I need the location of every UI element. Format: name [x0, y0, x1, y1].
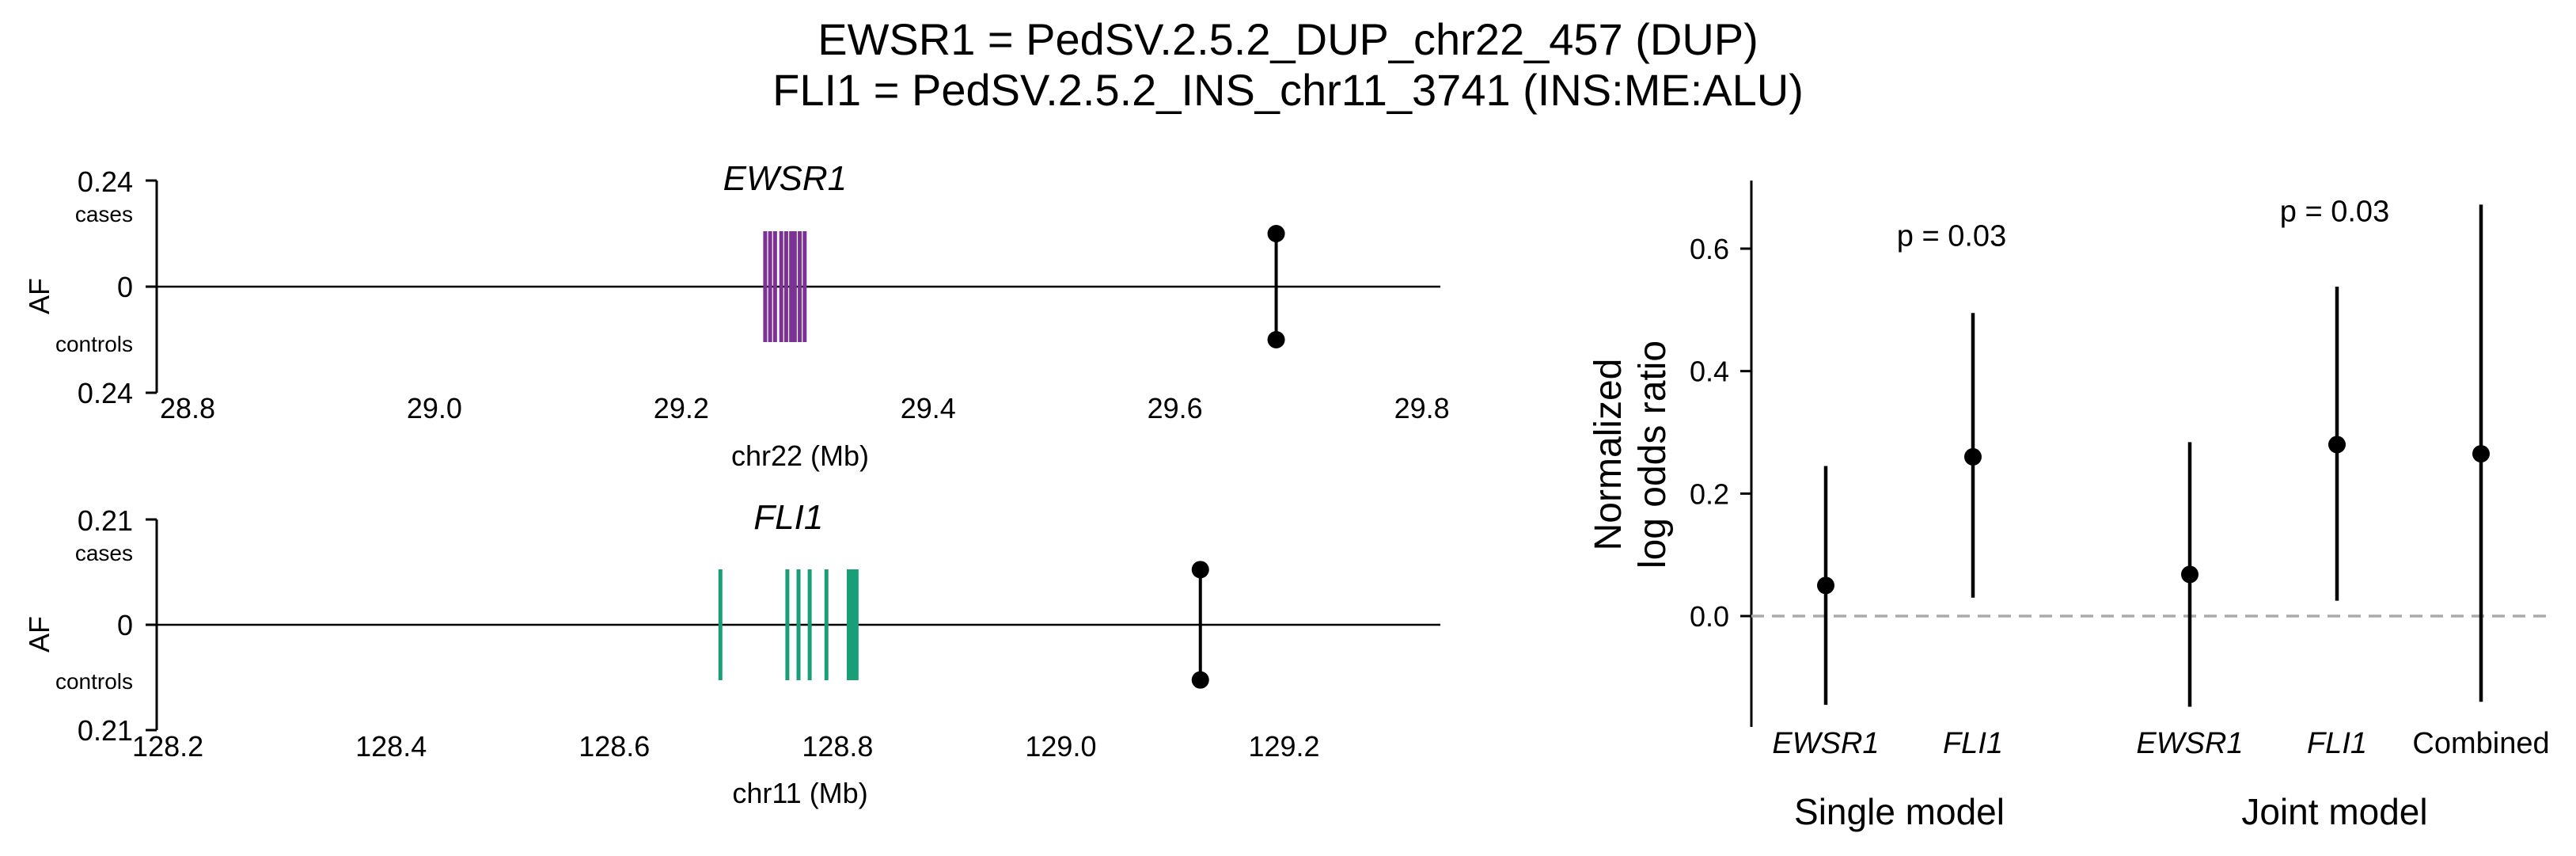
- exon-mark: [772, 231, 777, 342]
- y-tick-label: 0.4: [1690, 356, 1729, 388]
- y-tick-label-top: 0.24: [78, 165, 133, 198]
- variant-cases-point: [1267, 225, 1285, 242]
- exon-mark: [807, 569, 812, 680]
- x-category-label: FLI1: [2307, 727, 2367, 760]
- estimate-point: [2181, 565, 2199, 584]
- exon-mark: [792, 231, 797, 342]
- y-sublabel-cases: cases: [75, 202, 133, 226]
- y-axis-label: AF: [23, 278, 55, 314]
- x-tick-label: 28.8: [160, 392, 215, 424]
- x-tick-label: 29.2: [654, 392, 709, 424]
- exon-mark: [802, 231, 807, 342]
- x-tick-label: 129.0: [1025, 730, 1096, 763]
- figure-title-line-2: FLI1 = PedSV.2.5.2_INS_chr11_3741 (INS:M…: [772, 65, 1804, 115]
- y-sublabel-cases: cases: [75, 541, 133, 565]
- x-tick-label: 29.4: [901, 392, 956, 424]
- x-axis-label: chr22 (Mb): [731, 439, 869, 472]
- pvalue-annotation: p = 0.03: [2280, 196, 2389, 229]
- x-tick-label: 128.6: [579, 730, 650, 763]
- variant-cases-point: [1191, 561, 1209, 579]
- exon-mark: [768, 231, 772, 342]
- x-tick-label: 29.6: [1148, 392, 1203, 424]
- y-sublabel-controls: controls: [55, 669, 133, 694]
- estimate-point: [2472, 445, 2490, 463]
- y-axis-label-line: log odds ratio: [1632, 340, 1674, 569]
- x-tick-label: 128.2: [132, 730, 203, 763]
- y-tick-label-bottom: 0.21: [78, 714, 133, 747]
- x-tick-label: 29.0: [407, 392, 462, 424]
- pvalue-annotation: p = 0.03: [1897, 220, 2006, 253]
- exon-mark: [718, 569, 723, 680]
- gene-label: FLI1: [753, 498, 823, 537]
- x-axis-label: chr11 (Mb): [732, 777, 867, 809]
- exon-mark: [783, 231, 788, 342]
- x-category-label: FLI1: [1943, 727, 2003, 760]
- y-tick-label-bottom: 0.24: [78, 377, 133, 409]
- estimate-point: [1817, 576, 1834, 595]
- y-axis-label-line: Normalized: [1588, 359, 1629, 551]
- exon-mark: [798, 231, 802, 342]
- exon-mark: [763, 231, 768, 342]
- x-tick-label: 128.4: [355, 730, 427, 763]
- exon-mark: [854, 569, 859, 680]
- group-label: Single model: [1794, 791, 2005, 832]
- x-category-label: EWSR1: [1772, 727, 1879, 760]
- y-tick-label-top: 0.21: [78, 504, 133, 537]
- y-tick-label: 0.6: [1690, 233, 1729, 265]
- y-axis-label: Normalizedlog odds ratio: [1588, 340, 1674, 569]
- exon-mark: [785, 569, 790, 680]
- y-axis-label: AF: [23, 616, 55, 652]
- group-label: Joint model: [2241, 791, 2427, 832]
- exon-mark: [824, 569, 829, 680]
- x-tick-label: 128.8: [802, 730, 873, 763]
- y-tick-label-center: 0: [117, 609, 133, 641]
- y-tick-label: 0.2: [1690, 477, 1729, 510]
- exon-mark: [779, 231, 783, 342]
- y-sublabel-controls: controls: [55, 332, 133, 356]
- y-tick-label-center: 0: [117, 271, 133, 303]
- exon-mark: [796, 569, 801, 680]
- figure-title-line-1: EWSR1 = PedSV.2.5.2_DUP_chr22_457 (DUP): [818, 14, 1758, 64]
- variant-controls-point: [1267, 331, 1285, 348]
- exon-mark: [851, 569, 856, 680]
- x-tick-label: 29.8: [1394, 392, 1450, 424]
- exon-mark: [846, 569, 851, 680]
- exon-mark: [848, 569, 853, 680]
- variant-controls-point: [1191, 671, 1209, 689]
- estimate-point: [2328, 436, 2346, 454]
- x-category-label: EWSR1: [2136, 727, 2243, 760]
- odds-ratio-panel: 0.0 0.2 0.4 0.6 Normalizedlog odds ratio EWSR…: [1588, 181, 2552, 832]
- estimate-point: [1964, 447, 1982, 466]
- x-category-label: Combined: [2412, 727, 2549, 760]
- exon-mark: [789, 231, 794, 342]
- y-tick-label: 0.0: [1690, 600, 1729, 633]
- gene-label: EWSR1: [723, 159, 847, 198]
- x-tick-label: 129.2: [1248, 730, 1319, 763]
